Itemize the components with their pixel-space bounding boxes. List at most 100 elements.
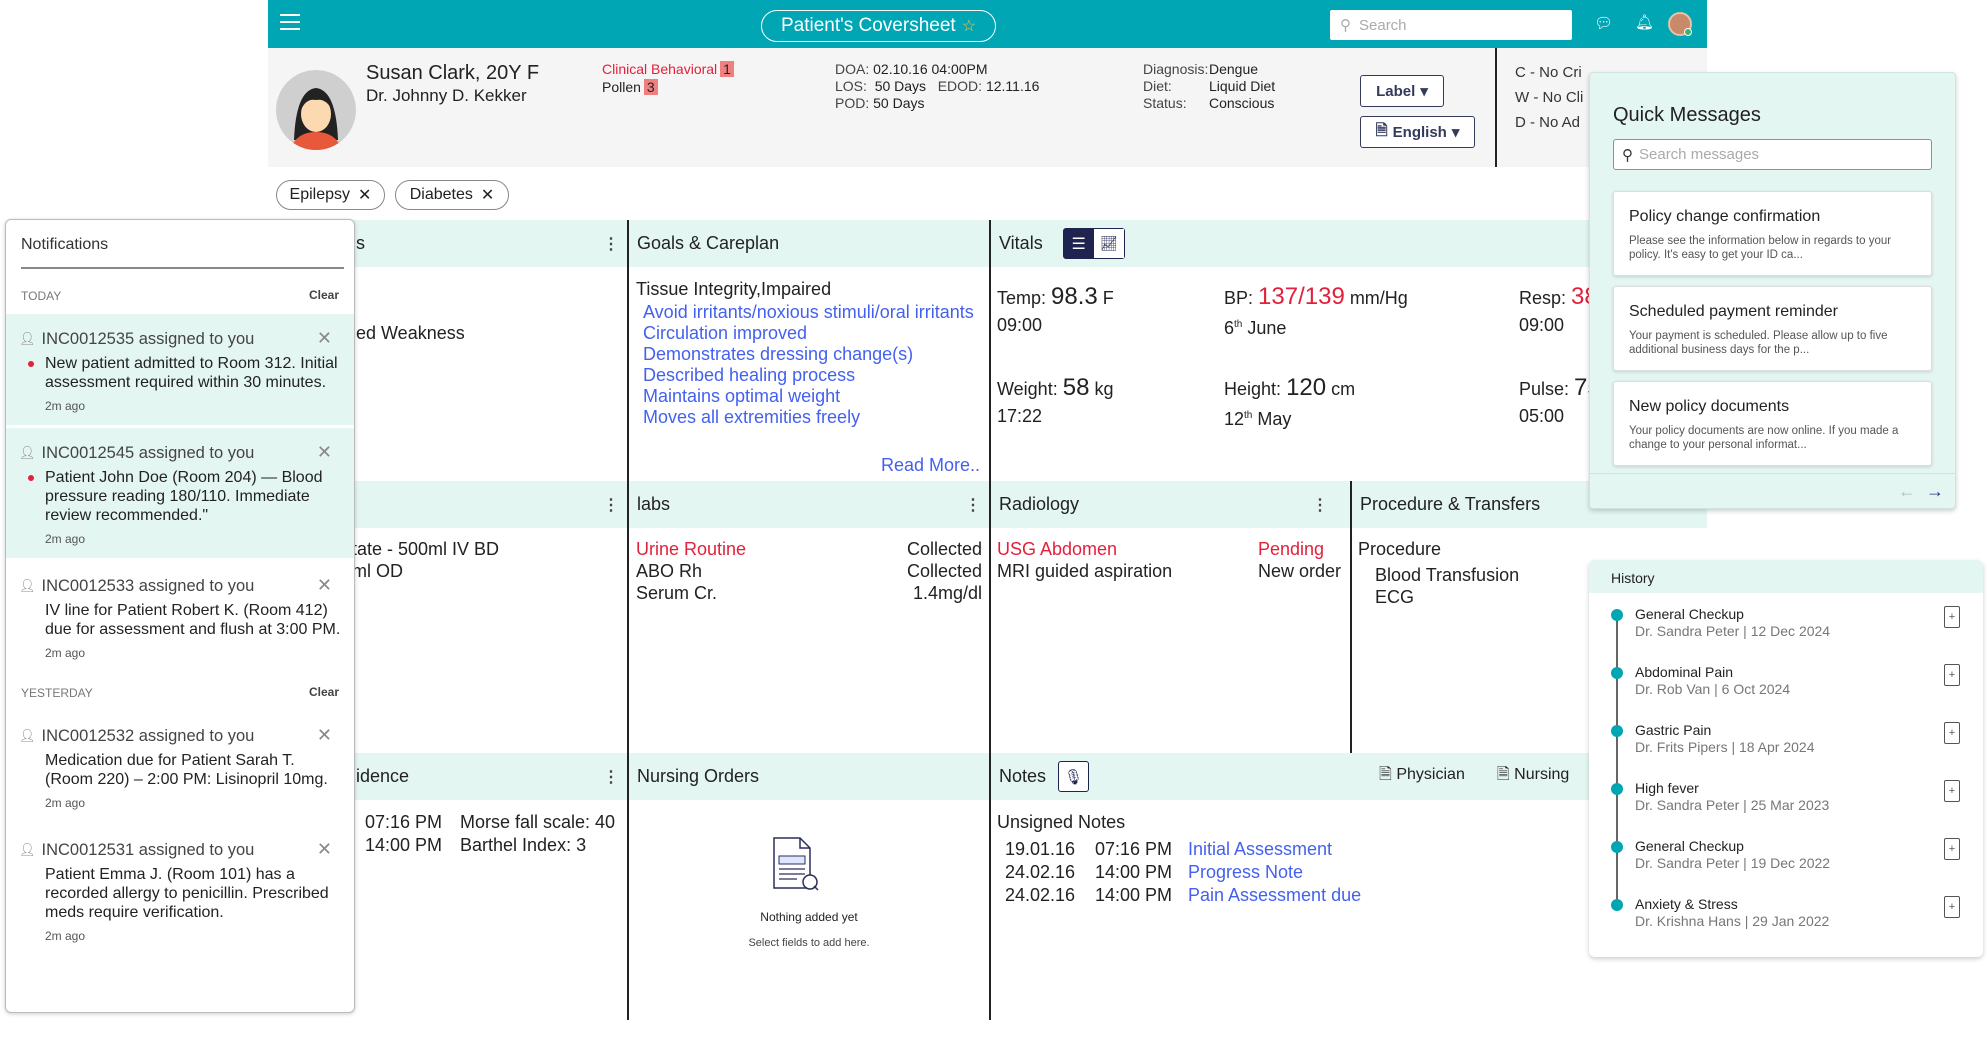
history-item[interactable]: High fever Dr. Sandra Peter | 25 Mar 2023… <box>1589 780 1983 830</box>
notification-item[interactable]: 👤︎ INC0012531 assigned to you ✕ Patient Emm… <box>6 825 354 955</box>
notifications-title: Notifications <box>21 236 109 253</box>
chip-label: Epilepsy <box>289 186 351 203</box>
clipboard-icon[interactable]: + <box>1944 606 1960 628</box>
radiology-row[interactable]: MRI guided aspiration New order <box>997 560 1342 582</box>
procedure-item[interactable]: Blood Transfusion <box>1375 565 1520 585</box>
lab-row[interactable]: Serum Cr. 1.4mg/dl <box>636 582 982 604</box>
note-link[interactable]: Initial Assessment <box>1188 839 1333 859</box>
vital-time: 17:22 <box>997 406 1043 426</box>
quick-message-card[interactable]: Scheduled payment reminder Your payment i… <box>1613 286 1932 371</box>
clipboard-icon[interactable]: + <box>1944 664 1960 686</box>
allergy-clinical-behavioral[interactable]: Clinical Behavioral 1 <box>602 61 734 78</box>
read-more-link[interactable]: Read More.. <box>880 455 980 475</box>
unsigned-notes-title: Unsigned Notes <box>997 812 1126 832</box>
panel-title: idence <box>356 766 410 786</box>
clear-today-button[interactable]: Clear <box>308 288 339 302</box>
chip-diabetes[interactable]: Diabetes ✕ <box>395 180 509 210</box>
close-icon[interactable]: ✕ <box>316 575 332 595</box>
close-icon[interactable]: ✕ <box>316 725 332 745</box>
close-icon[interactable]: ✕ <box>316 328 332 348</box>
clipboard-icon[interactable]: + <box>1944 780 1960 802</box>
kebab-menu-icon[interactable]: ⋮ <box>965 496 981 514</box>
allergy-pollen[interactable]: Pollen 3 <box>602 79 658 96</box>
goal-item[interactable]: Maintains optimal weight <box>643 386 841 406</box>
history-item[interactable]: General Checkup Dr. Sandra Peter | 12 Dec… <box>1589 606 1983 656</box>
history-item[interactable]: Anxiety & Stress Dr. Krishna Hans | 29 Ja… <box>1589 896 1983 946</box>
goal-item[interactable]: Circulation improved <box>643 323 808 343</box>
search-messages-input[interactable]: ⚲ Search messages <box>1613 139 1932 170</box>
radiology-name: MRI guided aspiration <box>997 561 1173 581</box>
notification-item[interactable]: 👤︎ INC0012533 assigned to you ✕ IV line for… <box>6 561 354 672</box>
timeline-dot <box>1611 667 1623 679</box>
list-view-icon[interactable]: ☰ <box>1063 229 1094 258</box>
page-title-pill[interactable]: Patient's Coversheet ☆ <box>761 10 996 42</box>
physician-notes-button[interactable]: 🗎︎ Physician <box>1379 763 1465 790</box>
quick-message-card[interactable]: Policy change confirmation Please see the… <box>1613 191 1932 276</box>
next-arrow-icon[interactable]: → <box>1926 481 1944 501</box>
notification-item[interactable]: 👤︎ INC0012535 assigned to you ✕ New patient… <box>6 314 354 425</box>
vital-time: 05:00 <box>1519 406 1565 426</box>
hamburger-menu-icon[interactable] <box>280 14 300 30</box>
vital-date: 6th June <box>1224 315 1408 338</box>
user-avatar[interactable] <box>1668 12 1692 36</box>
star-icon[interactable]: ☆ <box>961 18 977 35</box>
clipboard-icon[interactable]: + <box>1944 722 1960 744</box>
chart-view-icon[interactable]: 📈︎ <box>1093 229 1124 258</box>
kebab-menu-icon[interactable]: ⋮ <box>1312 496 1328 514</box>
kebab-menu-icon[interactable]: ⋮ <box>603 496 619 514</box>
close-icon[interactable]: ✕ <box>480 187 495 204</box>
lab-row[interactable]: ABO Rh Collected <box>636 560 982 582</box>
search-input[interactable]: ⚲ Search <box>1330 10 1572 40</box>
microphone-button[interactable]: 🎙︎ <box>1058 761 1090 792</box>
history-title: General Checkup <box>1635 606 1744 622</box>
nursing-notes-button[interactable]: 🗎︎ Nursing <box>1497 763 1569 790</box>
assign-user-icon: 👤︎ <box>19 578 36 593</box>
history-item[interactable]: Abdominal Pain Dr. Rob Van | 6 Oct 2024 + <box>1589 664 1983 714</box>
language-dropdown[interactable]: 🗎︎ English ▾ <box>1360 116 1475 148</box>
note-link[interactable]: Progress Note <box>1188 862 1304 882</box>
close-icon[interactable]: ✕ <box>358 187 372 204</box>
los-label: LOS: <box>835 78 867 94</box>
goal-item[interactable]: Described healing process <box>643 365 856 385</box>
note-row[interactable]: 24.02.16 14:00 PM Progress Note <box>1005 861 1361 884</box>
notification-item[interactable]: 👤︎ INC0012545 assigned to you ✕ Patient Joh… <box>6 428 354 558</box>
panel3-row: 07:16 PM Morse fall scale: 40 <box>365 811 615 834</box>
previous-arrow-icon[interactable]: ← <box>1898 481 1916 501</box>
note-link[interactable]: Pain Assessment due <box>1188 885 1362 905</box>
radiology-row[interactable]: USG Abdomen Pending <box>997 538 1342 560</box>
close-icon[interactable]: ✕ <box>316 442 332 462</box>
kebab-menu-icon[interactable]: ⋮ <box>603 235 619 253</box>
goal-item[interactable]: Avoid irritants/noxious stimuli/oral irr… <box>643 302 974 322</box>
vital-unit: cm <box>1331 379 1356 399</box>
label-dropdown[interactable]: Label ▾ <box>1360 75 1444 107</box>
kebab-menu-icon[interactable]: ⋮ <box>603 768 619 786</box>
vital-label: BP: <box>1224 288 1254 308</box>
vital-bp: BP: 137/139 mm/Hg 6th June <box>1224 280 1408 338</box>
procedure-item[interactable]: ECG <box>1375 587 1415 607</box>
note-time: 14:00 PM <box>1095 885 1173 905</box>
yesterday-items: 👤︎ INC0012532 assigned to you ✕ Medication … <box>6 711 354 955</box>
vital-time: 09:00 <box>1519 315 1565 335</box>
clipboard-icon[interactable]: + <box>1944 838 1960 860</box>
quick-message-card[interactable]: New policy documents Your policy document… <box>1613 381 1932 466</box>
note-row[interactable]: 24.02.16 14:00 PM Pain Assessment due <box>1005 884 1361 907</box>
notification-item[interactable]: 👤︎ INC0012532 assigned to you ✕ Medication … <box>6 711 354 822</box>
bell-icon[interactable]: 🔔︎ <box>1635 14 1655 31</box>
vital-value: 98.3 <box>1051 283 1098 310</box>
column-divider <box>1350 481 1352 753</box>
notification-body: New patient admitted to Room 312. Initia… <box>45 355 338 391</box>
goal-item[interactable]: Demonstrates dressing change(s) <box>643 344 914 364</box>
note-row[interactable]: 19.01.16 07:16 PM Initial Assessment <box>1005 838 1361 861</box>
lab-row[interactable]: Urine Routine Collected <box>636 538 982 560</box>
history-item[interactable]: General Checkup Dr. Sandra Peter | 19 Dec… <box>1589 838 1983 888</box>
goal-item[interactable]: Moves all extremities freely <box>643 407 861 427</box>
chat-icon[interactable]: 💬︎ <box>1594 15 1614 32</box>
timeline-dot <box>1611 609 1623 621</box>
clipboard-icon[interactable]: + <box>1944 896 1960 918</box>
history-item[interactable]: Gastric Pain Dr. Frits Pipers | 18 Apr 20… <box>1589 722 1983 772</box>
notification-title-text: INC0012531 assigned to you <box>41 840 255 859</box>
chip-epilepsy[interactable]: Epilepsy ✕ <box>276 180 385 210</box>
close-icon[interactable]: ✕ <box>316 839 332 859</box>
notes-list: 19.01.16 07:16 PM Initial Assessment 24.02… <box>1005 838 1361 907</box>
clear-yesterday-button[interactable]: Clear <box>308 685 339 699</box>
